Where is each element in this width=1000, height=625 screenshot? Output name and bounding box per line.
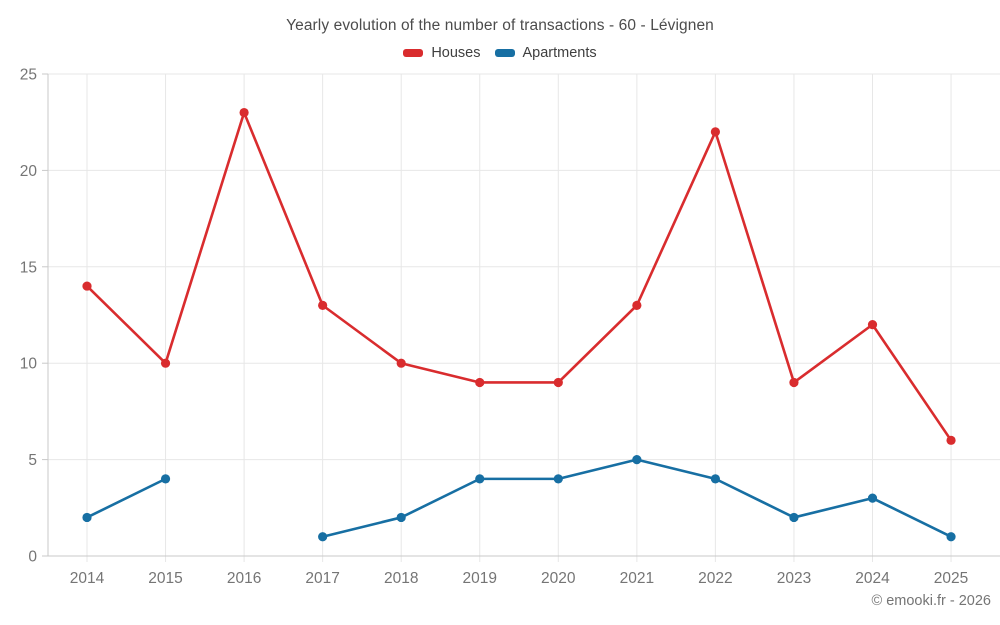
chart-legend: Houses Apartments [0, 45, 1000, 61]
houses-data-point[interactable] [710, 127, 721, 137]
x-tick-label: 2022 [698, 570, 732, 587]
apartments-data-point[interactable] [553, 474, 563, 484]
attribution-text: © emooki.fr - 2026 [871, 593, 991, 609]
apartments-data-point[interactable] [867, 493, 878, 503]
houses-data-point[interactable] [318, 300, 328, 310]
x-tick-label: 2021 [620, 570, 654, 587]
apartments-data-point[interactable] [396, 512, 406, 523]
apartments-data-point[interactable] [475, 474, 485, 484]
houses-data-point[interactable] [82, 281, 92, 291]
y-tick-label: 20 [20, 163, 38, 180]
apartments-data-point[interactable] [318, 532, 328, 542]
houses-data-point[interactable] [396, 358, 406, 368]
legend-label-apartments: Apartments [522, 45, 597, 61]
x-tick-label: 2019 [463, 570, 497, 587]
apartments-data-point[interactable] [632, 455, 642, 465]
apartments-series-line [85, 477, 167, 519]
houses-series-swatch-icon [403, 49, 424, 57]
x-tick-label: 2023 [777, 570, 811, 587]
apartments-data-point[interactable] [789, 512, 799, 523]
apartments-data-point[interactable] [710, 474, 721, 484]
houses-data-point[interactable] [160, 358, 171, 368]
apartments-data-point[interactable] [160, 474, 171, 484]
x-tick-label: 2018 [384, 570, 418, 587]
houses-data-point[interactable] [239, 107, 249, 118]
apartments-series-swatch-icon [494, 49, 515, 57]
x-tick-label: 2015 [148, 570, 182, 587]
legend-item-houses[interactable]: Houses [403, 45, 481, 61]
x-tick-label: 2014 [70, 570, 105, 587]
houses-data-point[interactable] [946, 435, 956, 445]
houses-data-point[interactable] [789, 377, 799, 388]
x-tick-label: 2016 [227, 570, 261, 587]
chart-title: Yearly evolution of the number of transa… [286, 17, 714, 34]
y-tick-label: 10 [20, 356, 38, 373]
houses-data-point[interactable] [475, 377, 485, 388]
x-tick-label: 2025 [934, 570, 968, 587]
x-tick-label: 2017 [305, 570, 339, 587]
legend-label-houses: Houses [431, 45, 481, 61]
y-tick-label: 15 [20, 259, 37, 276]
houses-data-point[interactable] [632, 300, 642, 310]
legend-item-apartments[interactable]: Apartments [494, 45, 597, 61]
apartments-data-point[interactable] [82, 512, 92, 523]
x-tick-label: 2024 [855, 570, 890, 587]
houses-series-line [85, 111, 953, 442]
houses-data-point[interactable] [553, 377, 563, 388]
y-tick-label: 25 [20, 67, 37, 84]
houses-data-point[interactable] [867, 320, 878, 330]
apartments-data-point[interactable] [946, 532, 956, 542]
y-tick-label: 0 [28, 549, 37, 566]
x-tick-label: 2020 [541, 570, 576, 587]
y-tick-label: 5 [28, 452, 37, 469]
